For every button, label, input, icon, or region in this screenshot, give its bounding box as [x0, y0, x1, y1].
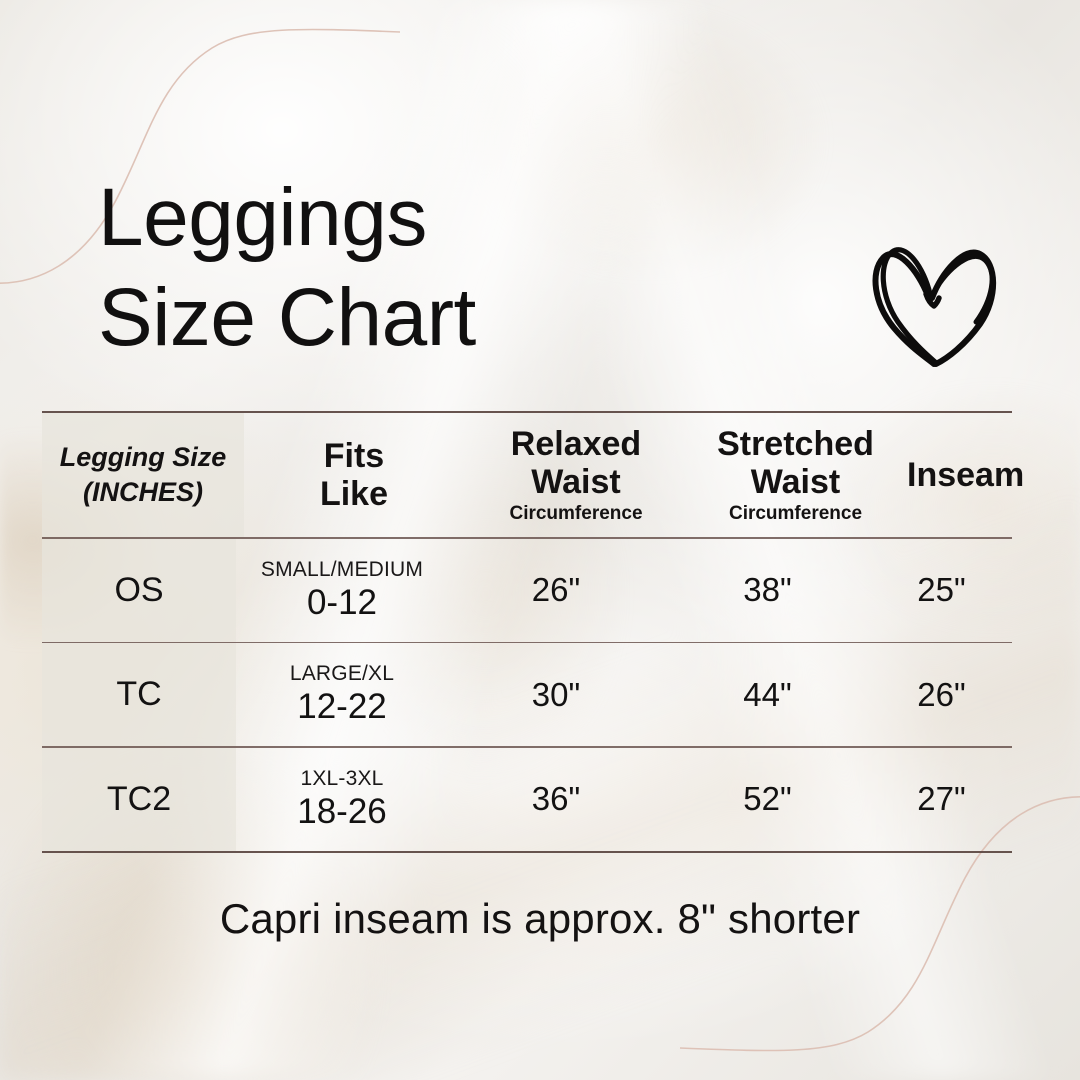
cell-fits-like-range: 18-26 — [297, 791, 387, 831]
cell-relaxed-waist: 30" — [448, 643, 664, 746]
cell-size: TC2 — [42, 747, 236, 851]
cell-fits-like: LARGE/XL 12-22 — [236, 643, 448, 746]
cell-inseam: 25" — [871, 539, 1012, 642]
cell-stretched-waist: 38" — [664, 539, 871, 642]
column-header-fits-like: Fits Like — [244, 413, 464, 537]
cell-relaxed-waist-value: 36" — [531, 780, 581, 818]
column-header-size: Legging Size (INCHES) — [42, 413, 244, 537]
cell-inseam: 26" — [871, 643, 1012, 746]
cell-inseam-value: 26" — [917, 675, 966, 713]
column-header-relaxed-waist-sub: Circumference — [509, 503, 643, 525]
cell-inseam: 27" — [871, 748, 1012, 851]
size-table: Legging Size (INCHES) Fits Like Relaxed … — [42, 411, 1024, 853]
column-header-relaxed-waist: Relaxed Waist Circumference — [464, 413, 688, 537]
cell-size-value: TC — [116, 675, 162, 714]
cell-fits-like-label: LARGE/XL — [289, 662, 395, 686]
column-header-inseam: Inseam — [903, 413, 1028, 537]
column-header-stretched-waist-label: Stretched Waist — [717, 425, 874, 502]
cell-fits-like-label: 1XL-3XL — [300, 766, 384, 790]
column-header-stretched-waist: Stretched Waist Circumference — [688, 413, 903, 537]
column-header-size-label: Legging Size (INCHES) — [59, 442, 227, 507]
table-bottom-rule — [42, 850, 1012, 853]
cell-stretched-waist: 52" — [664, 748, 871, 851]
table-row-rule — [42, 746, 1012, 748]
table-row-rule — [42, 641, 1012, 644]
table-top-rule — [42, 411, 1012, 413]
cell-size-value: OS — [114, 570, 164, 609]
cell-relaxed-waist-value: 30" — [531, 675, 581, 713]
table-header-rule — [42, 537, 1012, 539]
table-row: OS SMALL/MEDIUM 0-12 26" 38" 25" — [42, 538, 1012, 642]
table-header-row: Legging Size (INCHES) Fits Like Relaxed … — [42, 413, 1024, 537]
cell-size: TC — [42, 643, 236, 747]
cell-fits-like-label: SMALL/MEDIUM — [260, 557, 424, 581]
cell-inseam-value: 25" — [917, 571, 966, 609]
cell-fits-like-range: 12-22 — [297, 687, 387, 727]
cell-relaxed-waist: 26" — [448, 539, 664, 642]
cell-size: OS — [42, 538, 236, 642]
heart-doodle-icon — [872, 247, 997, 367]
cell-fits-like: 1XL-3XL 18-26 — [236, 748, 448, 851]
cell-inseam-value: 27" — [917, 780, 966, 818]
column-header-relaxed-waist-label: Relaxed Waist — [510, 425, 642, 502]
page-title: Leggings Size Chart — [98, 172, 476, 364]
cell-stretched-waist-value: 52" — [743, 780, 792, 818]
footer-note: Capri inseam is approx. 8" shorter — [219, 895, 861, 942]
cell-relaxed-waist: 36" — [448, 748, 664, 851]
cell-relaxed-waist-value: 26" — [531, 571, 581, 609]
cell-fits-like-range: 0-12 — [306, 582, 378, 622]
cell-fits-like: SMALL/MEDIUM 0-12 — [236, 539, 448, 642]
table-row: TC2 1XL-3XL 18-26 36" 52" 27" — [42, 747, 1012, 851]
cell-stretched-waist: 44" — [664, 643, 871, 746]
column-header-inseam-label: Inseam — [907, 455, 1025, 494]
table-row: TC LARGE/XL 12-22 30" 44" 26" — [42, 643, 1012, 747]
cell-size-value: TC2 — [106, 779, 172, 818]
cell-stretched-waist-value: 38" — [743, 571, 792, 609]
column-header-stretched-waist-sub: Circumference — [728, 503, 863, 525]
column-header-fits-like-label: Fits Like — [319, 436, 389, 513]
cell-stretched-waist-value: 44" — [743, 675, 792, 713]
